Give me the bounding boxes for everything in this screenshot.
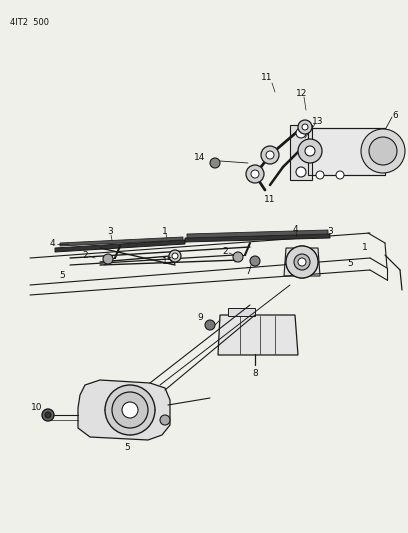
Circle shape <box>251 170 259 178</box>
Circle shape <box>172 253 178 259</box>
Circle shape <box>296 128 306 138</box>
Circle shape <box>336 171 344 179</box>
Circle shape <box>250 256 260 266</box>
Text: 4: 4 <box>292 224 298 233</box>
Text: 6: 6 <box>392 110 398 119</box>
Circle shape <box>286 246 318 278</box>
Circle shape <box>286 246 318 278</box>
Circle shape <box>45 412 51 418</box>
Polygon shape <box>308 128 385 175</box>
Text: 2: 2 <box>82 251 88 260</box>
Text: 11: 11 <box>264 196 276 205</box>
Text: 12: 12 <box>296 88 308 98</box>
Text: 13: 13 <box>312 117 324 126</box>
Circle shape <box>205 320 215 330</box>
Text: 4IT2  500: 4IT2 500 <box>10 18 49 27</box>
Circle shape <box>298 139 322 163</box>
Circle shape <box>112 392 148 428</box>
Circle shape <box>294 254 310 270</box>
Circle shape <box>361 129 405 173</box>
Circle shape <box>103 254 113 264</box>
Circle shape <box>266 151 274 159</box>
Text: 8: 8 <box>252 368 258 377</box>
Text: 4: 4 <box>49 239 55 248</box>
Text: 7: 7 <box>245 266 251 276</box>
Circle shape <box>261 146 279 164</box>
Circle shape <box>160 415 170 425</box>
Text: 5: 5 <box>59 271 65 279</box>
Circle shape <box>298 258 306 266</box>
Text: 1: 1 <box>162 227 168 236</box>
Polygon shape <box>60 237 183 246</box>
Circle shape <box>233 252 243 262</box>
Circle shape <box>122 402 138 418</box>
Circle shape <box>42 409 54 421</box>
Circle shape <box>169 250 181 262</box>
Circle shape <box>246 165 264 183</box>
Text: 11: 11 <box>261 74 273 83</box>
Polygon shape <box>218 315 298 355</box>
Circle shape <box>210 158 220 168</box>
Text: 5: 5 <box>347 260 353 269</box>
Text: 3: 3 <box>327 228 333 237</box>
Circle shape <box>316 171 324 179</box>
Polygon shape <box>187 230 328 238</box>
Text: 2: 2 <box>222 247 228 256</box>
Polygon shape <box>185 234 330 242</box>
Text: 14: 14 <box>194 154 206 163</box>
Text: 5: 5 <box>124 443 130 453</box>
Circle shape <box>294 254 310 270</box>
Text: 1: 1 <box>362 244 368 253</box>
Circle shape <box>105 385 155 435</box>
Circle shape <box>369 137 397 165</box>
Text: 9: 9 <box>197 313 203 322</box>
Text: 3: 3 <box>107 228 113 237</box>
Polygon shape <box>55 240 185 252</box>
Polygon shape <box>290 125 312 180</box>
Text: 15: 15 <box>162 257 174 266</box>
Circle shape <box>296 167 306 177</box>
Polygon shape <box>284 248 320 276</box>
Circle shape <box>299 259 305 265</box>
Polygon shape <box>228 308 255 316</box>
Circle shape <box>302 124 308 130</box>
Polygon shape <box>78 380 170 440</box>
Circle shape <box>305 146 315 156</box>
Circle shape <box>298 120 312 134</box>
Text: 10: 10 <box>31 403 43 413</box>
